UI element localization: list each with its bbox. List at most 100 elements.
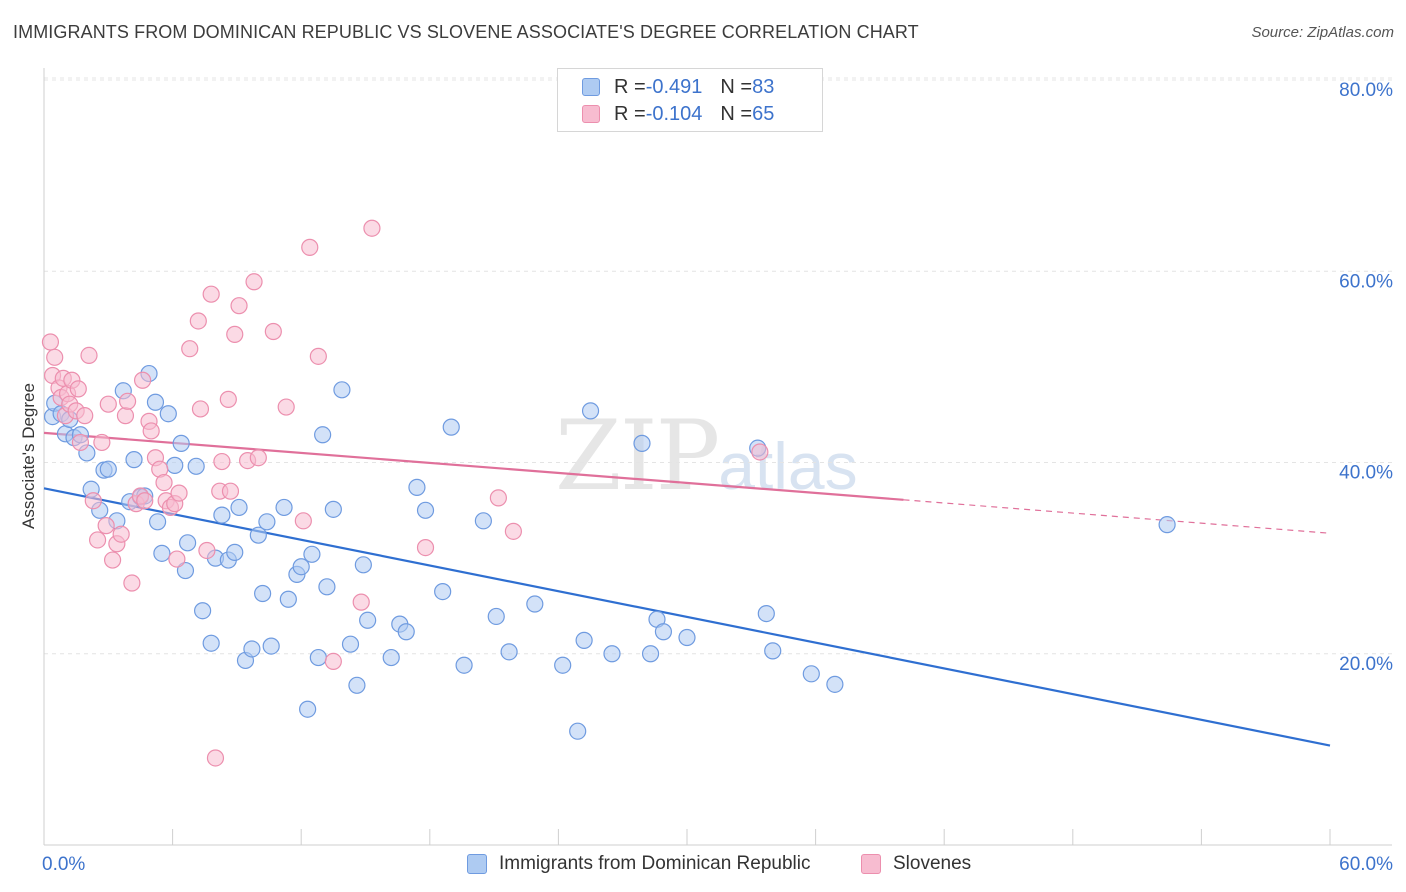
blue-point [309, 648, 327, 667]
pink-point [309, 347, 327, 365]
tick-labels: 20.0% 40.0% 60.0% 80.0% 0.0% 60.0% Associate's… [19, 80, 1393, 875]
blue-point [569, 722, 587, 740]
pink-point [213, 452, 231, 471]
pink-point [202, 285, 220, 303]
n-value: 83 [752, 75, 775, 98]
pink-point [504, 522, 522, 540]
pink-point [277, 398, 295, 416]
pink-point [301, 238, 319, 256]
blue-point [434, 582, 452, 601]
blue-point [474, 512, 492, 530]
blue-point [179, 534, 197, 552]
blue-point [275, 498, 293, 517]
x-tick-label: 0.0% [42, 854, 85, 875]
blue-point [382, 648, 400, 667]
pink-point [118, 392, 137, 410]
blue-point [348, 676, 366, 694]
watermark: ZIPatlas [555, 400, 858, 512]
pink-point [116, 407, 135, 425]
blue-point [324, 500, 342, 518]
blue-point [254, 584, 272, 603]
n-value: 65 [752, 102, 775, 125]
blue-point [442, 418, 460, 436]
pink-point [249, 449, 267, 467]
blue-point [641, 645, 660, 663]
pink-point [751, 443, 769, 461]
pink-point [97, 517, 115, 535]
pink-point [41, 333, 60, 351]
pink-point [191, 400, 210, 418]
pink-point [198, 541, 216, 560]
pink-point [136, 492, 154, 510]
pink-point [123, 574, 141, 592]
blue-point [354, 556, 372, 574]
blue-point [333, 381, 351, 399]
r-label: R = [614, 75, 646, 98]
blue-point [581, 402, 600, 420]
y-tick-label: 60.0% [1339, 271, 1393, 292]
pink-point [189, 312, 207, 330]
source-label: Source: ZipAtlas.com [1251, 24, 1394, 41]
watermark-zip: ZIP [555, 400, 720, 512]
blue-point [146, 393, 165, 411]
blue-point [341, 635, 360, 653]
legend-item-dominican: Immigrants from Dominican Republic [467, 851, 811, 877]
legend-label: Slovenes [893, 853, 972, 874]
blue-point [397, 623, 415, 641]
pink-point [142, 422, 160, 440]
blue-point [757, 604, 775, 623]
blue-point [176, 561, 195, 580]
pink-swatch [861, 854, 881, 874]
blue-point [1158, 516, 1176, 534]
y-tick-label: 40.0% [1339, 463, 1393, 484]
pink-point [168, 550, 186, 568]
y-tick-label: 20.0% [1339, 654, 1393, 675]
blue-point [258, 513, 276, 531]
grid-lines [44, 77, 1392, 655]
blue-point [303, 545, 321, 563]
y-tick-label: 80.0% [1339, 80, 1393, 101]
blue-point [500, 643, 518, 661]
blue-point [299, 700, 317, 718]
blue-point [575, 631, 593, 649]
pink-point [226, 325, 244, 343]
pink-point [84, 492, 102, 510]
blue-trend-line [43, 487, 1331, 747]
pink-point [206, 749, 225, 767]
pink-point [99, 395, 117, 413]
pink-point [219, 390, 237, 408]
blue-point [633, 434, 651, 452]
blue-point [603, 645, 621, 663]
blue-point [314, 426, 332, 444]
pink-point [69, 380, 87, 398]
pink-point [80, 346, 98, 364]
pink-point [133, 371, 152, 389]
pink-point [181, 340, 199, 358]
pink-point [88, 531, 107, 549]
legend-item-slovenes: Slovenes [861, 851, 971, 877]
blue-point [194, 602, 212, 620]
blue-point [187, 457, 205, 475]
pink-point [489, 489, 507, 507]
blue-swatch [467, 854, 487, 874]
stats-legend-row-blue: R = -0.491 N = 83 [582, 75, 774, 99]
blue-point [153, 544, 171, 562]
x-tick-label: 60.0% [1339, 854, 1393, 875]
pink-point [221, 482, 240, 500]
trend-lines [43, 431, 1331, 747]
chart-title: IMMIGRANTS FROM DOMINICAN REPUBLIC VS SL… [13, 22, 919, 42]
blue-point [654, 623, 673, 641]
pink-point [93, 433, 111, 452]
blue-point [99, 460, 117, 478]
pink-point [264, 322, 282, 341]
blue-point [166, 456, 184, 474]
blue-point [826, 675, 844, 693]
pink-point [71, 433, 90, 452]
blue-point [487, 607, 505, 626]
blue-point [213, 506, 231, 524]
blue-point [408, 478, 426, 496]
blue-point [202, 634, 220, 652]
blue-point [159, 405, 177, 423]
pink-point [103, 551, 122, 569]
